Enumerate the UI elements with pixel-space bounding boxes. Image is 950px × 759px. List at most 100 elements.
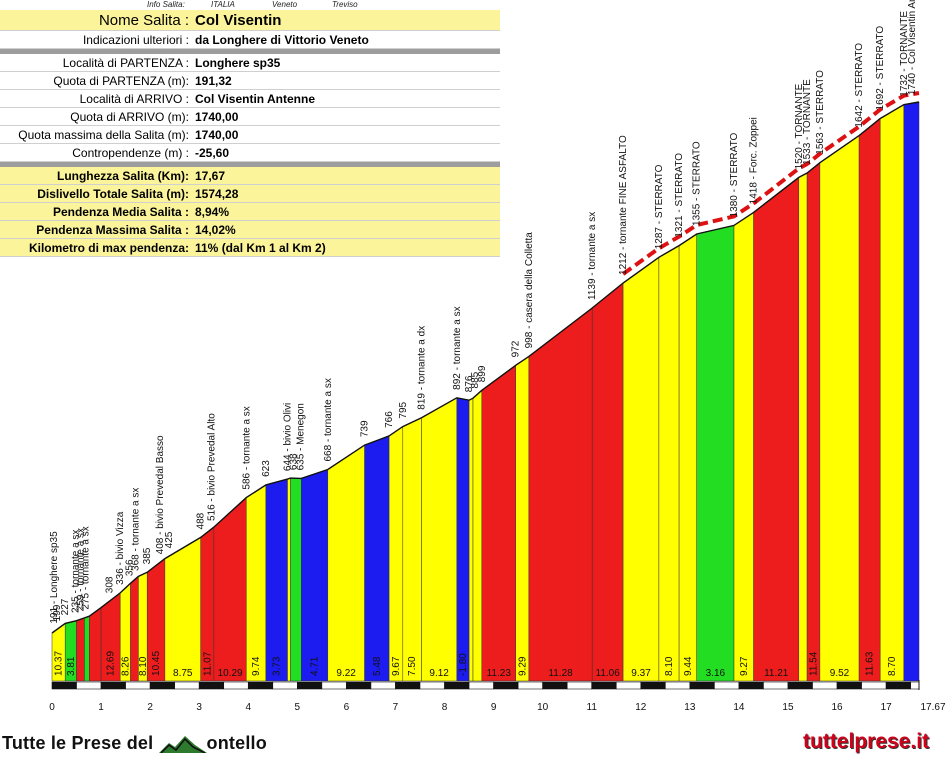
grade-label: 12.69 xyxy=(106,651,117,676)
gradient-segments xyxy=(51,91,920,682)
gradient-segment xyxy=(903,101,920,682)
grade-label: 8.75 xyxy=(173,668,193,679)
axis-bar-segment xyxy=(174,681,200,690)
annotation-label: 227 xyxy=(60,598,71,615)
distance-axis: 0 1 2 3 4 5 6 7 8 9 10 11 12 13 14 15 16 17 17.67 xyxy=(49,680,946,713)
axis-bar-segment xyxy=(885,681,911,690)
separator-cell xyxy=(0,161,500,167)
info-label: Quota di PARTENZA (m): xyxy=(0,71,192,90)
info-row: Dislivello Totale Salita (m): 1574,28 xyxy=(0,184,500,203)
info-value: Col Visentin xyxy=(192,10,500,31)
annotation-label: 1287 - STERRATO xyxy=(654,164,665,249)
info-label: Località di PARTENZA : xyxy=(0,54,192,72)
axis-bar-segment xyxy=(297,681,323,690)
gradient-segment xyxy=(806,162,821,682)
axis-bar-segment xyxy=(615,681,642,690)
grade-label: 10.29 xyxy=(218,668,243,679)
grade-label: 11.28 xyxy=(548,668,573,679)
gradient-segment xyxy=(456,397,470,682)
grade-label: 11.54 xyxy=(809,651,820,676)
gradient-segment xyxy=(364,435,390,682)
gradient-segment xyxy=(76,617,85,682)
annotation-label: 259 - tornante a sx xyxy=(75,528,86,611)
info-row: Pendenza Media Salita :8,94% xyxy=(0,202,500,221)
gradient-segment xyxy=(388,426,404,682)
annotation-label: 1355 - STERRATO xyxy=(692,141,703,226)
axis-bar-segment xyxy=(468,681,494,690)
info-header-province: Treviso xyxy=(332,0,358,9)
grade-label: 8.26 xyxy=(120,656,131,676)
x-tick-label: 3 xyxy=(196,702,202,713)
annotation-label: 368 - tornante a sx xyxy=(130,488,141,571)
gradient-segment xyxy=(246,484,267,682)
climb-info-table: Nome Salita : Col Visentin Indicazioni ult… xyxy=(0,10,500,257)
annotation-label: 199 xyxy=(52,604,63,621)
x-tick-label: 0 xyxy=(49,702,55,713)
grade-label: 11.63 xyxy=(865,651,876,676)
axis-bar-segment xyxy=(689,681,715,690)
annotation-label: 892 - tornante a sx xyxy=(452,306,463,389)
info-value: -25,60 xyxy=(192,143,500,162)
annotation-label: 623 xyxy=(261,460,272,477)
annotation-label: 1533 - TORNANTE xyxy=(802,79,813,165)
info-row: Pendenza Massima Salita :14,02% xyxy=(0,220,500,239)
gradient-segment xyxy=(84,615,90,682)
annotation-label: 408 - bivio Prevedal Basso xyxy=(155,435,166,554)
gradient-segment xyxy=(819,135,860,682)
axis-bar-segment xyxy=(591,681,617,690)
annotation-label: 488 xyxy=(196,512,207,529)
grade-label: 8.70 xyxy=(887,656,898,676)
info-row: Località di PARTENZA : Longhere sp35 xyxy=(0,54,500,72)
x-tick-label: 6 xyxy=(344,702,350,713)
grade-label: 3.73 xyxy=(272,656,283,676)
annotation-label: 516 - bivio Prevedal Alto xyxy=(206,413,217,521)
grade-label: 9.27 xyxy=(739,656,750,676)
annotation-label: 998 - casera della Colletta xyxy=(524,232,535,349)
gradient-segment xyxy=(472,389,483,682)
x-tick-label: 9 xyxy=(491,702,497,713)
axis-bar-segment xyxy=(812,681,838,690)
info-header: Info Salita: ITALIA Veneto Treviso xyxy=(0,0,500,10)
info-value: 191,32 xyxy=(192,71,500,90)
info-label: Kilometro di max pendenza: xyxy=(0,238,192,257)
axis-bar-segment xyxy=(493,681,519,690)
grade-label: 9.52 xyxy=(830,668,850,679)
brand-logo-text-end: ontello xyxy=(206,733,267,753)
grade-label: 9.22 xyxy=(336,668,356,679)
gradient-segment xyxy=(753,176,800,682)
x-tick-label: 5 xyxy=(295,702,301,713)
annotation-label: 766 xyxy=(384,411,395,428)
annotation-label: 425 xyxy=(164,531,175,548)
unpaved-dashed-line xyxy=(621,91,920,276)
info-value: Longhere sp35 xyxy=(192,54,500,72)
grade-label: 11.21 xyxy=(764,668,789,679)
info-value: 14,02% xyxy=(192,220,500,239)
gradient-segment xyxy=(591,282,624,682)
gradient-segment xyxy=(265,478,288,682)
gradient-segment xyxy=(696,225,735,682)
grade-label: 4.71 xyxy=(310,656,321,676)
axis-bar-segment xyxy=(517,681,543,690)
grade-label: 8.10 xyxy=(138,656,149,676)
axis-bar-segment xyxy=(861,681,887,690)
info-value: Col Visentin Antenne xyxy=(192,89,500,108)
annotation-label: 1692 - STERRATO xyxy=(875,26,886,111)
info-label: Pendenza Massima Salita : xyxy=(0,220,192,239)
gradient-segment xyxy=(468,397,474,682)
axis-bar-segment xyxy=(100,681,126,690)
grade-label: 8.10 xyxy=(664,656,675,676)
info-value: 1740,00 xyxy=(192,125,500,144)
grade-label: 9.12 xyxy=(429,668,449,679)
x-tick-label: 2 xyxy=(147,702,153,713)
grade-label: -1.80 xyxy=(458,653,469,676)
axis-bar-segment xyxy=(836,681,862,690)
annotation-label: 308 xyxy=(104,576,115,593)
annotation-label: 638 xyxy=(288,453,299,470)
x-tick-label: 10 xyxy=(537,702,549,713)
gradient-segment xyxy=(515,355,530,682)
grade-label: 3.16 xyxy=(706,668,726,679)
axis-bar-segment xyxy=(444,681,470,690)
annotation-label: 795 xyxy=(398,401,409,418)
gradient-segment xyxy=(164,536,201,682)
grade-label: 5.48 xyxy=(372,656,383,676)
